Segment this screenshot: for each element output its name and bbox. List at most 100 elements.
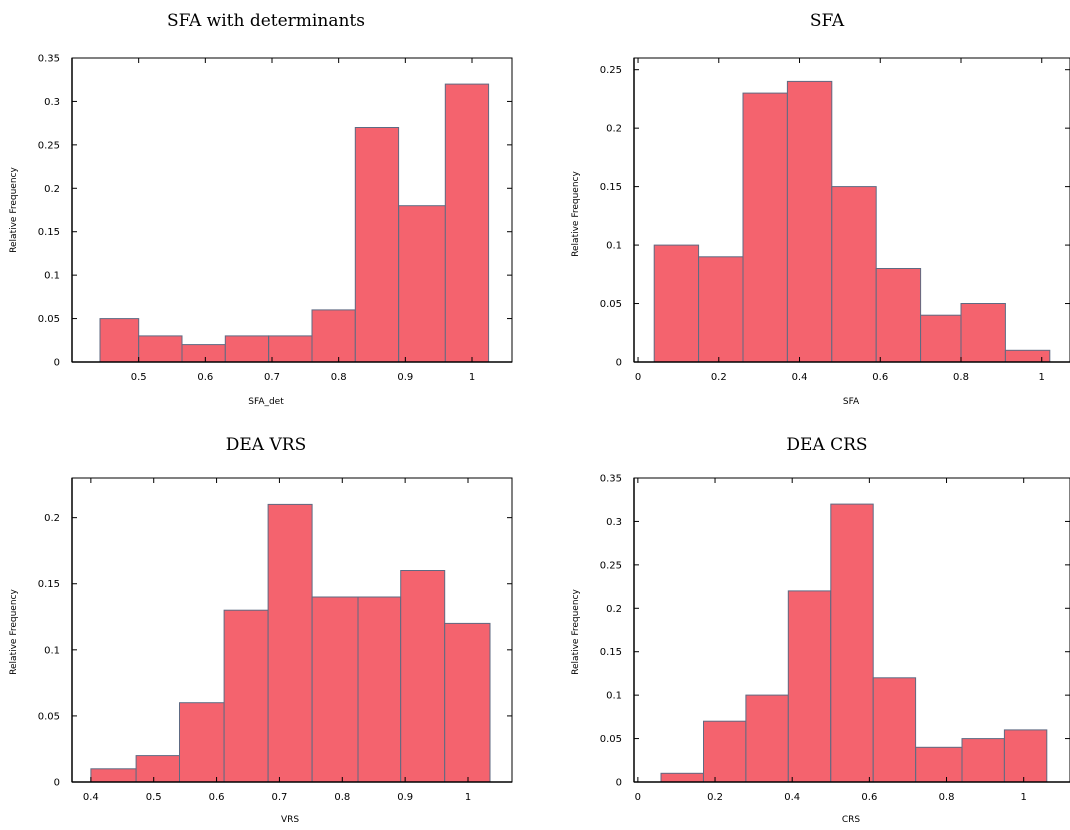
histogram-bar [960, 303, 1006, 363]
histogram-bar [357, 596, 402, 783]
y-tick-label: 0.15 [38, 579, 60, 590]
y-tick-label: 0.2 [44, 184, 60, 195]
y-tick-label: 0 [54, 778, 60, 789]
x-tick-label: 0.4 [784, 792, 800, 803]
histogram-bar [920, 314, 962, 363]
x-tick-label: 0.4 [83, 792, 99, 803]
y-axis-label: Relative Frequency [571, 171, 581, 257]
y-tick-label: 0.3 [606, 517, 622, 528]
y-tick-label: 0.05 [38, 314, 60, 325]
histogram-bar [787, 590, 832, 783]
x-tick-label: 0.9 [397, 792, 413, 803]
x-tick-label: 0.8 [939, 792, 955, 803]
x-tick-label: 1 [465, 792, 471, 803]
y-tick-label: 0.1 [44, 645, 60, 656]
x-tick-label: 0 [635, 792, 641, 803]
x-tick-label: 0.9 [397, 372, 413, 383]
x-axis-label: SFA [843, 397, 860, 407]
y-tick-label: 0 [616, 358, 622, 369]
histogram-bar [961, 738, 1005, 783]
histogram-bar [872, 677, 917, 783]
histogram-bar [1004, 349, 1051, 363]
histogram-bar [99, 318, 140, 363]
histogram-bar [354, 127, 400, 363]
histogram-bar [444, 83, 490, 363]
histogram-bar [653, 244, 700, 363]
histogram-bar [311, 596, 359, 783]
histogram-bar [742, 92, 788, 363]
y-tick-label: 0.2 [606, 604, 622, 615]
histogram-bar [90, 768, 137, 783]
histogram-bar [830, 503, 874, 783]
y-tick-label: 0 [616, 778, 622, 789]
histogram-bar [181, 344, 226, 363]
histogram-bar [224, 335, 270, 363]
x-tick-label: 0.6 [861, 792, 877, 803]
histogram-bar [660, 772, 704, 783]
histogram-bar [179, 702, 225, 783]
histogram-bar [311, 309, 356, 363]
x-tick-label: 0.8 [331, 372, 347, 383]
x-tick-label: 0.8 [334, 792, 350, 803]
histogram-bar [267, 503, 313, 783]
y-tick-label: 0.25 [38, 140, 60, 151]
x-axis-label: SFA_det [248, 397, 284, 407]
y-tick-label: 0.05 [38, 711, 60, 722]
x-tick-label: 0.5 [131, 372, 147, 383]
y-axis-label: Relative Frequency [9, 167, 19, 253]
histogram-bar [698, 256, 744, 363]
y-tick-label: 0.35 [38, 54, 60, 65]
y-tick-label: 0.3 [44, 97, 60, 108]
x-axis-label: CRS [842, 815, 861, 825]
y-axis-label: Relative Frequency [9, 589, 19, 675]
y-axis-label: Relative Frequency [571, 589, 581, 675]
x-tick-label: 0.4 [792, 372, 808, 383]
histogram-bar [444, 622, 491, 783]
x-tick-label: 0.6 [197, 372, 213, 383]
y-tick-label: 0.35 [600, 474, 622, 485]
y-tick-label: 0.2 [44, 513, 60, 524]
histogram-bar [703, 720, 747, 783]
x-tick-label: 0.2 [707, 792, 723, 803]
histogram-bar [875, 268, 922, 363]
histogram-bar [745, 694, 789, 783]
chart-title: SFA with determinants [167, 11, 365, 31]
histogram-bar [1003, 729, 1048, 783]
panel-sfa-det: SFA with determinants SFA_det Relative F… [9, 11, 513, 407]
x-tick-label: 1 [1039, 372, 1045, 383]
x-tick-label: 0.6 [209, 792, 225, 803]
x-axis-label: VRS [281, 815, 299, 825]
y-tick-label: 0.1 [606, 691, 622, 702]
histogram-bar [135, 755, 181, 783]
y-tick-label: 0.05 [600, 734, 622, 745]
x-tick-label: 0 [635, 372, 641, 383]
y-tick-label: 0.15 [38, 227, 60, 238]
panel-dea-vrs: DEA VRS VRS Relative Frequency 0.4 0.5 0.6… [9, 435, 513, 825]
histogram-bar [400, 570, 446, 783]
y-tick-label: 0.05 [600, 299, 622, 310]
x-tick-label: 0.7 [264, 372, 280, 383]
y-tick-label: 0 [54, 358, 60, 369]
x-tick-label: 0.8 [953, 372, 969, 383]
histogram-bar [786, 80, 833, 363]
histogram-bar [138, 335, 183, 363]
histogram-bar [223, 609, 269, 783]
chart-title: DEA VRS [226, 435, 306, 455]
histogram-bar [398, 205, 446, 363]
y-tick-label: 0.25 [600, 65, 622, 76]
histogram-bar [915, 746, 963, 783]
x-tick-label: 0.6 [872, 372, 888, 383]
y-tick-label: 0.1 [606, 241, 622, 252]
histogram-bar [268, 335, 313, 363]
x-tick-label: 0.5 [146, 792, 162, 803]
y-tick-label: 0.1 [44, 271, 60, 282]
x-tick-label: 1 [1021, 792, 1027, 803]
y-tick-label: 0.15 [600, 182, 622, 193]
chart-title: DEA CRS [786, 435, 867, 455]
panel-dea-crs: DEA CRS CRS Relative Frequency 0 0.2 0.4 0.… [571, 435, 1070, 825]
y-tick-label: 0.15 [600, 647, 622, 658]
x-tick-label: 0.7 [271, 792, 287, 803]
x-tick-label: 1 [469, 372, 475, 383]
y-tick-label: 0.2 [606, 124, 622, 135]
